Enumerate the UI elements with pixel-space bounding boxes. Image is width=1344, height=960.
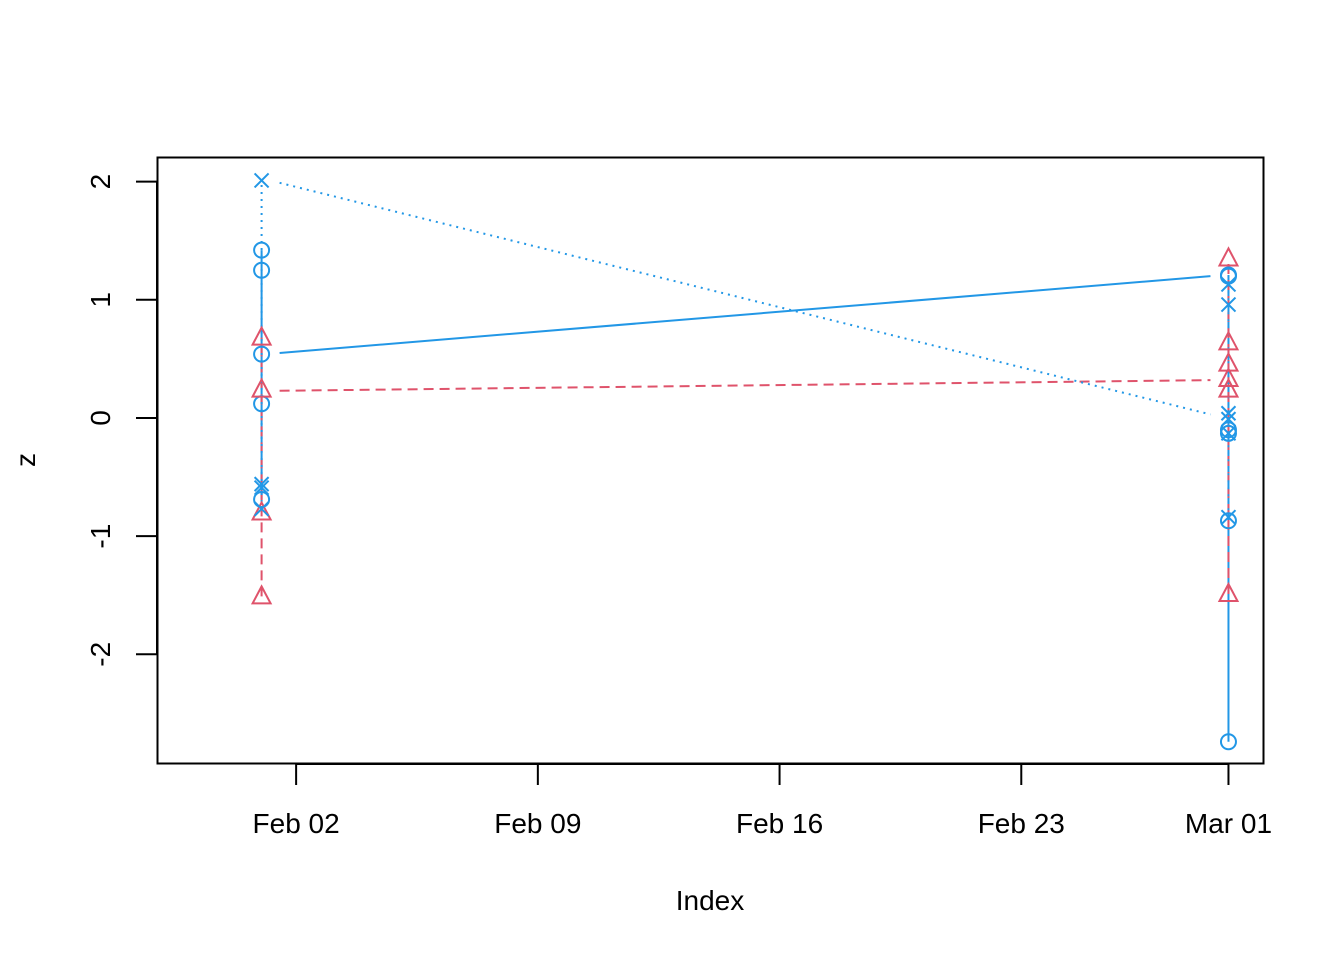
y-tick-label-4: 2 (85, 174, 116, 190)
x-axis: Feb 02 Feb 09 Feb 16 Feb 23 Mar 01 (253, 763, 1272, 839)
y-axis-label: z (10, 453, 41, 467)
connector-line-0 (279, 275, 1211, 354)
point-series1-5 (1217, 330, 1240, 351)
connector-line-2 (279, 181, 1211, 416)
x-tick-label-0: Feb 02 (253, 808, 340, 839)
point-series0-10 (1219, 733, 1237, 751)
point-series2-0 (253, 172, 270, 189)
y-axis: -2 -1 0 1 2 (85, 174, 158, 667)
point-series2-7 (1220, 411, 1237, 427)
y-tick-label-0: -2 (85, 642, 116, 667)
y-tick-label-2: 0 (85, 410, 116, 426)
point-series2-6 (1220, 405, 1237, 421)
data-points (250, 172, 1240, 751)
x-tick-label-3: Feb 23 (978, 808, 1065, 839)
point-series2-4 (1220, 276, 1237, 293)
point-series1-9 (1217, 581, 1240, 603)
point-series1-0 (250, 325, 273, 346)
x-tick-label-2: Feb 16 (736, 808, 823, 839)
point-series2-5 (1220, 296, 1237, 313)
point-series1-4 (1217, 246, 1240, 267)
x-axis-label: Index (676, 885, 745, 916)
point-series2-1 (253, 476, 270, 492)
x-tick-label-4: Mar 01 (1185, 808, 1272, 839)
point-series2-3 (253, 501, 270, 517)
point-series0-0 (253, 241, 271, 259)
point-series1-7 (1217, 366, 1240, 387)
point-series1-1 (250, 377, 273, 398)
point-series2-2 (253, 479, 270, 496)
point-series0-1 (253, 261, 271, 279)
point-series2-9 (1220, 509, 1237, 525)
point-series0-4 (253, 490, 271, 508)
y-tick-label-3: 1 (85, 292, 116, 308)
point-series1-3 (250, 584, 273, 605)
point-series0-9 (1219, 512, 1237, 530)
y-tick-label-1: -1 (85, 524, 116, 549)
x-tick-label-1: Feb 09 (494, 808, 581, 839)
point-series0-2 (253, 345, 271, 363)
plot-frame (156, 156, 1265, 765)
series-lines (260, 180, 1230, 742)
point-series1-2 (250, 500, 273, 521)
connector-line-1 (279, 379, 1211, 392)
point-series2-8 (1220, 425, 1237, 442)
point-series1-8 (1217, 377, 1240, 398)
point-series0-8 (1219, 424, 1237, 442)
